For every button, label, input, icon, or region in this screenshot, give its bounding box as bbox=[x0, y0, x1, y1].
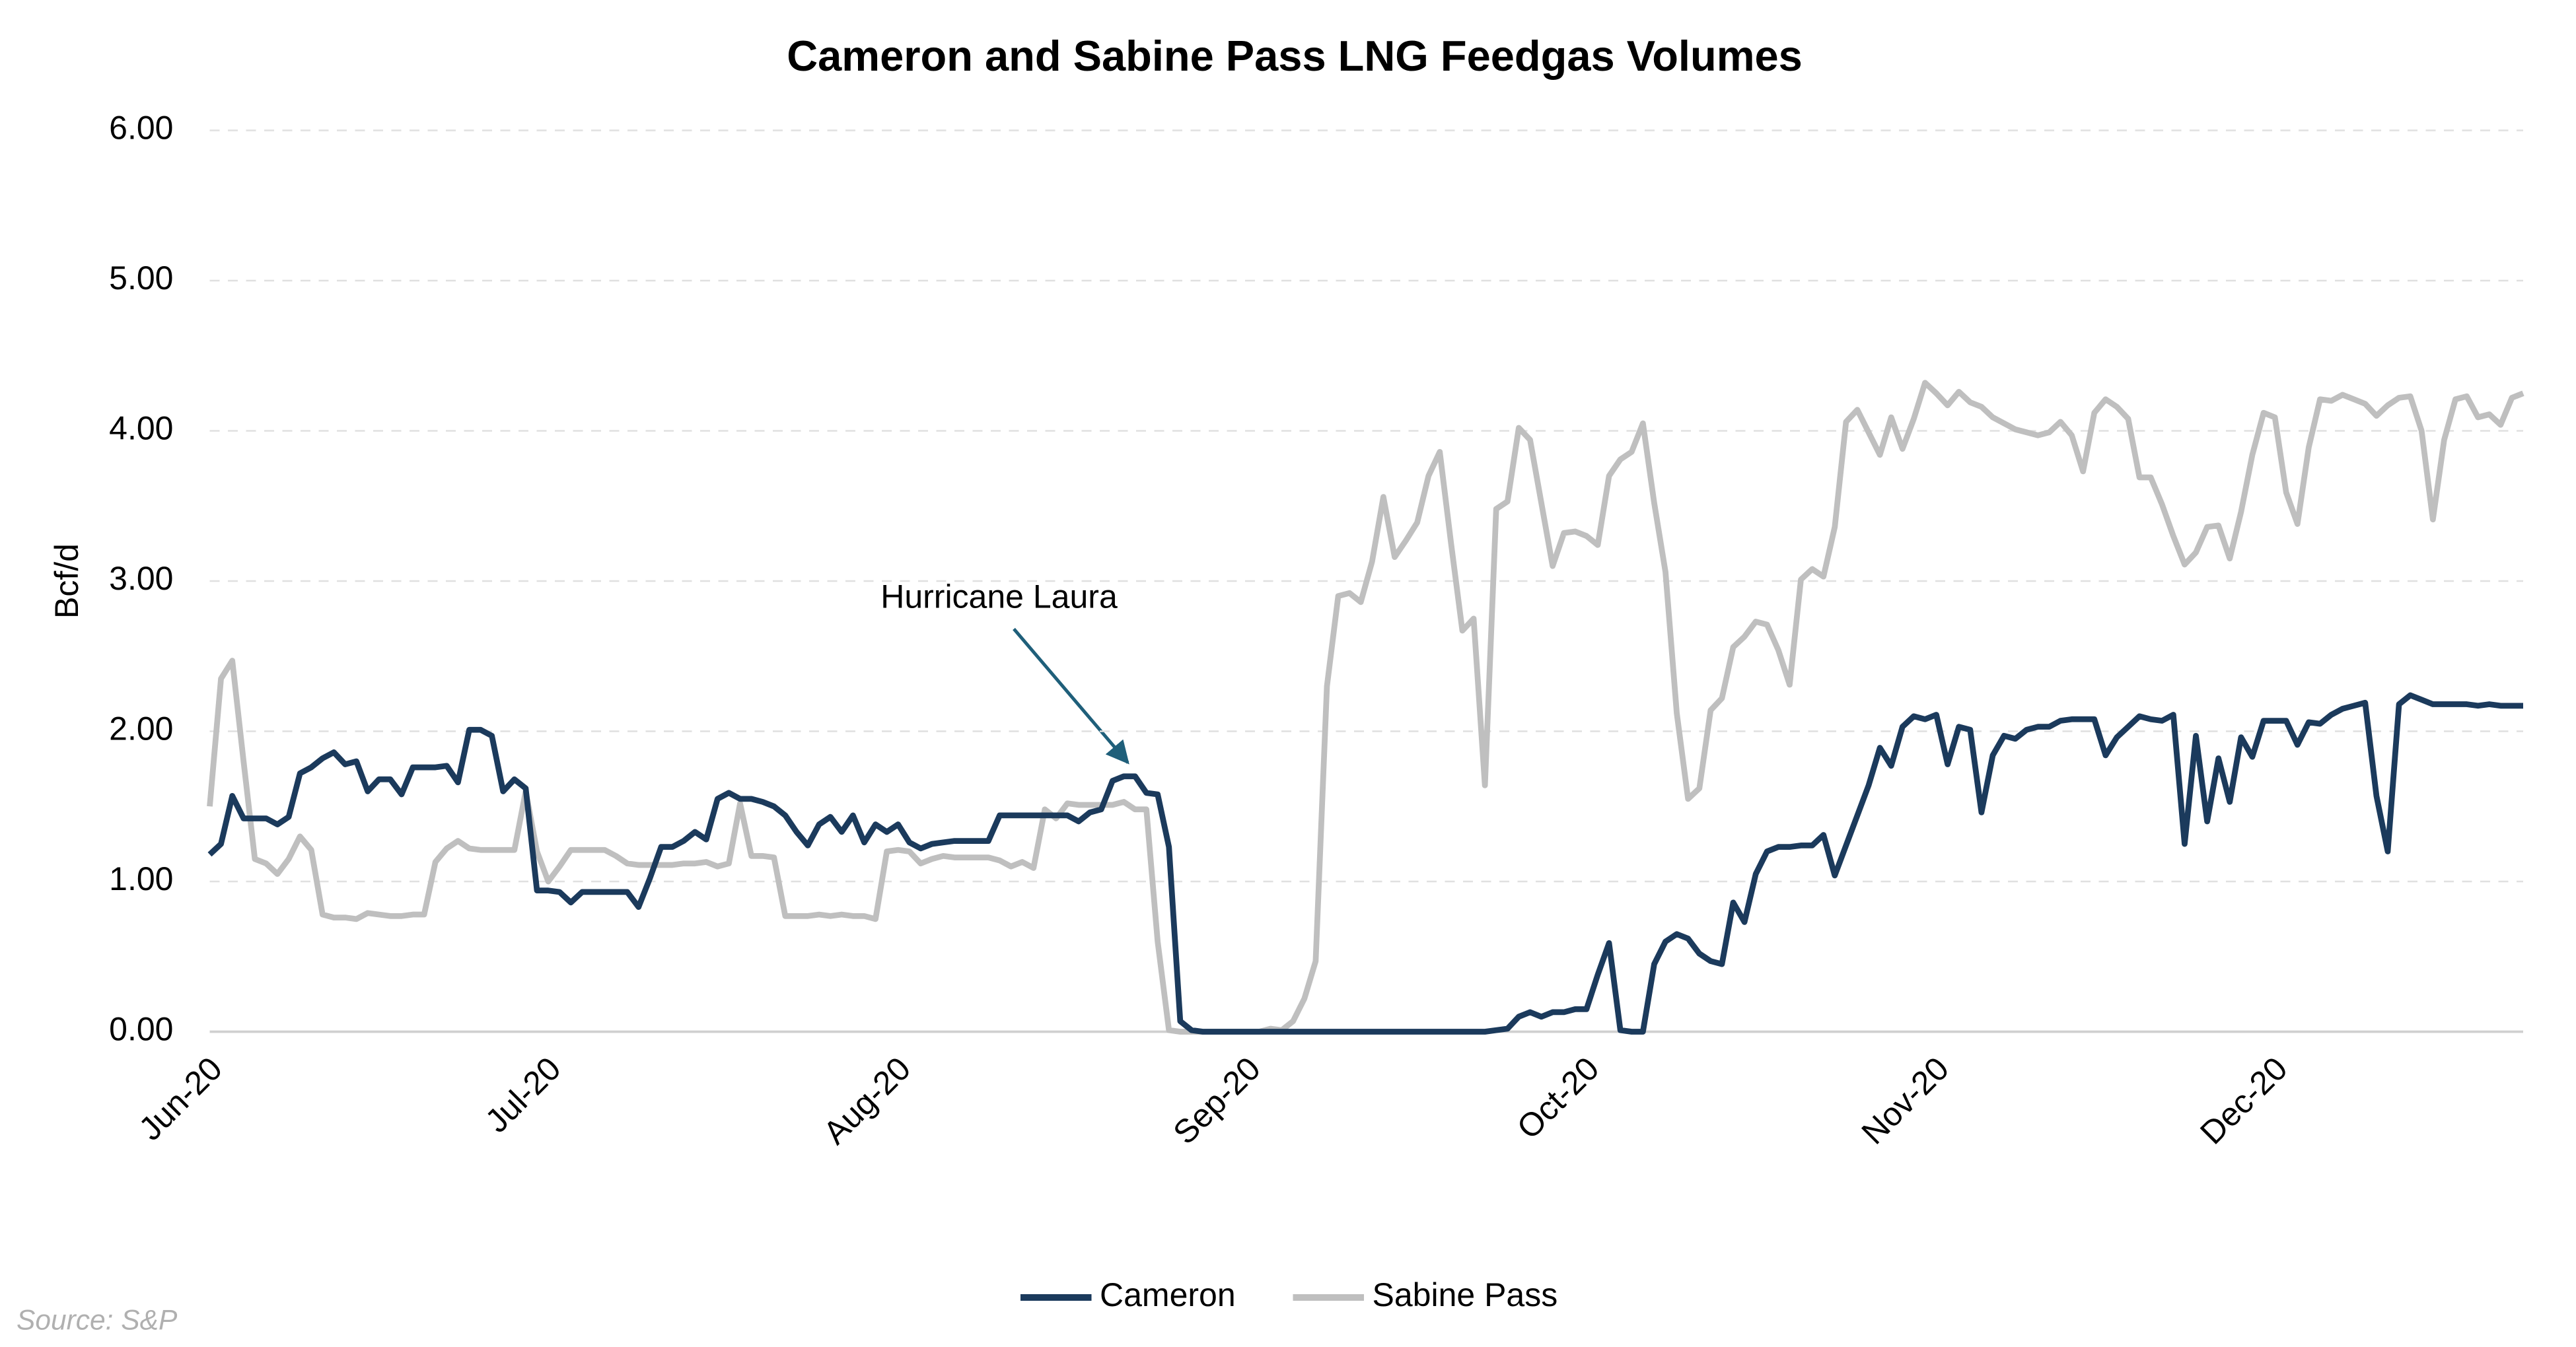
x-tick-label: Aug-20 bbox=[816, 1050, 918, 1152]
annotation-arrow bbox=[1013, 627, 1129, 765]
y-tick-label: 0.00 bbox=[109, 1011, 173, 1048]
series-line bbox=[207, 380, 2524, 1035]
x-tick-label: Jul-20 bbox=[478, 1050, 568, 1140]
y-tick-label: 5.00 bbox=[109, 259, 173, 296]
y-tick-label: 2.00 bbox=[109, 710, 173, 747]
legend-label: Sabine Pass bbox=[1373, 1276, 1558, 1313]
x-tick-label: Dec-20 bbox=[2193, 1050, 2295, 1152]
source-note: Source: S&P bbox=[17, 1305, 178, 1336]
x-tick-label: Jun-20 bbox=[131, 1050, 229, 1148]
legend-label: Cameron bbox=[1100, 1276, 1236, 1313]
annotation: Hurricane Laura bbox=[880, 578, 1118, 615]
y-tick-label: 6.00 bbox=[109, 110, 173, 147]
y-tick-label: 3.00 bbox=[109, 560, 173, 597]
y-tick-label: 4.00 bbox=[109, 410, 173, 447]
y-tick-label: 1.00 bbox=[109, 860, 173, 897]
x-tick-label: Nov-20 bbox=[1855, 1050, 1956, 1152]
x-tick-label: Oct-20 bbox=[1510, 1050, 1606, 1146]
x-tick-label: Sep-20 bbox=[1166, 1050, 1268, 1152]
chart-title: Cameron and Sabine Pass LNG Feedgas Volu… bbox=[787, 32, 1803, 80]
series-line bbox=[207, 692, 2523, 1035]
y-axis-label: Bcf/d bbox=[48, 543, 85, 619]
